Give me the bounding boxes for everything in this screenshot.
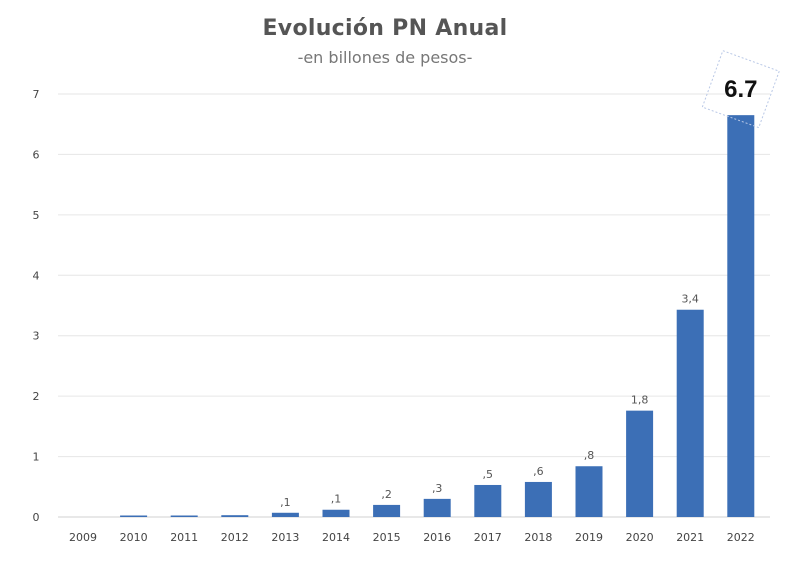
y-tick-label: 3 [33,330,40,343]
x-tick-label: 2019 [575,531,603,544]
x-tick-label: 2016 [423,531,451,544]
x-tick-label: 2018 [524,531,552,544]
x-tick-label: 2012 [221,531,249,544]
bar [626,410,654,517]
y-tick-label: 1 [33,451,40,464]
x-tick-label: 2009 [69,531,97,544]
x-tick-label: 2022 [727,531,755,544]
y-tick-label: 6 [33,148,40,161]
y-tick-label: 0 [33,511,40,524]
bar [575,466,603,517]
bar [474,484,502,517]
highlight-callout: 6.7 [701,50,780,129]
bar [120,515,148,517]
x-tick-label: 2011 [170,531,198,544]
data-label: ,1 [280,496,291,509]
x-tick-label: 2013 [271,531,299,544]
y-tick-label: 4 [33,269,40,282]
bar [170,515,198,517]
data-label: 3,4 [681,293,699,306]
bar [423,498,451,517]
bar [322,509,350,517]
bar [271,512,299,517]
x-tick-label: 2017 [474,531,502,544]
x-tick-label: 2010 [120,531,148,544]
data-label: ,1 [331,493,342,506]
y-tick-label: 2 [33,390,40,403]
y-tick-label: 5 [33,209,40,222]
bar [676,309,704,517]
data-label: 1,8 [631,394,649,407]
x-tick-label: 2020 [626,531,654,544]
data-label: ,5 [483,468,494,481]
bar [524,481,552,517]
highlight-frame [701,50,780,129]
data-label: ,3 [432,482,443,495]
data-label: ,8 [584,449,595,462]
data-label-highlight: 6.7 [724,76,757,103]
x-tick-label: 2015 [373,531,401,544]
chart-title: Evolución PN Anual [262,16,508,41]
bar [373,504,401,517]
data-label: ,6 [533,465,544,478]
bar [221,515,249,517]
x-tick-label: 2021 [676,531,704,544]
y-tick-label: 7 [33,88,40,101]
bar [727,115,755,518]
data-label: ,2 [381,488,392,501]
chart-subtitle: -en billones de pesos- [297,48,473,67]
x-tick-label: 2014 [322,531,350,544]
